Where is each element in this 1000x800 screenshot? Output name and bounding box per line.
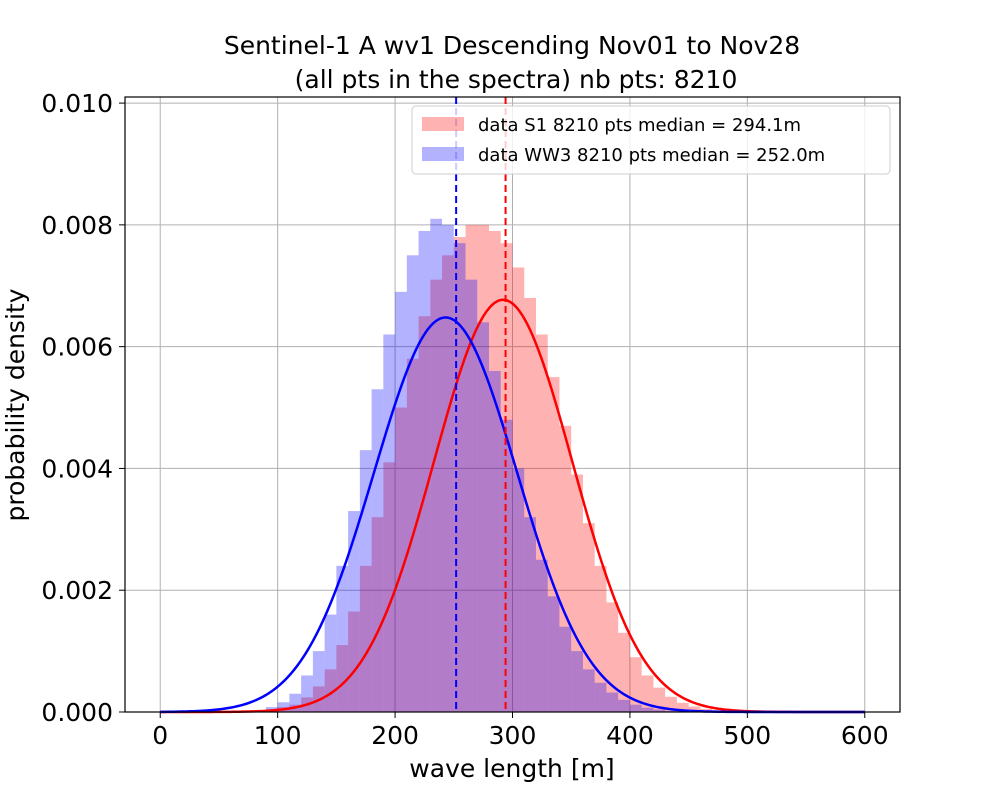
histogram-bar — [512, 267, 525, 712]
legend-label-s1: data S1 8210 pts median = 294.1m — [478, 115, 801, 136]
legend-swatch-s1 — [422, 117, 464, 131]
y-tick-label: 0.008 — [41, 211, 113, 240]
histogram-bar — [688, 706, 701, 712]
x-tick-label: 100 — [254, 721, 302, 750]
legend: data S1 8210 pts median = 294.1m data WW… — [411, 105, 891, 175]
histogram-bar — [629, 704, 642, 712]
histogram-bar — [383, 462, 396, 712]
histogram-bar — [524, 517, 536, 712]
histogram-bar — [430, 279, 443, 712]
legend-label-ww3: data WW3 8210 pts median = 252.0m — [478, 145, 825, 166]
histogram-bar — [676, 702, 689, 712]
histogram-bar — [406, 255, 419, 712]
legend-box — [411, 105, 891, 175]
histogram-bar — [348, 611, 360, 712]
axis-ticks: 0 100 200 300 400 500 600 0.000 0.002 0.004 0.006 0… — [41, 89, 888, 750]
histogram-bar — [336, 565, 349, 712]
y-tick-label: 0.004 — [41, 454, 113, 483]
x-tick-label: 400 — [606, 721, 654, 750]
histogram-bars — [254, 218, 760, 713]
histogram-bar — [312, 651, 325, 712]
histogram-bar — [606, 692, 619, 712]
histogram-bar — [453, 237, 466, 712]
histogram-bar — [594, 682, 607, 712]
histogram-bar — [594, 565, 607, 712]
histogram-bar — [442, 255, 454, 712]
histogram-bar — [571, 474, 583, 712]
chart-title-line1: Sentinel-1 A wv1 Descending Nov01 to Nov… — [224, 31, 800, 60]
x-tick-label: 200 — [371, 721, 419, 750]
histogram-bar — [430, 218, 443, 713]
histogram-bar — [301, 675, 313, 712]
histogram-bar — [653, 687, 666, 712]
histogram-bar — [512, 468, 525, 712]
histogram-bar — [395, 407, 407, 712]
histogram-bar — [371, 389, 384, 712]
histogram-bar — [465, 279, 478, 712]
histogram-bar — [535, 559, 548, 712]
histogram-bar — [582, 669, 595, 712]
histogram-bar — [665, 710, 677, 712]
histogram-bar — [535, 334, 548, 712]
x-tick-label: 0 — [152, 721, 168, 750]
histogram-bar — [359, 450, 372, 712]
histogram-bar — [324, 614, 337, 712]
histogram-bar — [547, 377, 560, 712]
histogram-bar — [653, 709, 666, 712]
histogram-bar — [559, 425, 572, 712]
y-tick-label: 0.002 — [41, 576, 113, 605]
histogram-bar — [336, 645, 349, 712]
histogram-bar — [359, 565, 372, 712]
grid — [125, 97, 900, 713]
histogram-bar — [559, 626, 572, 712]
histogram-bar — [606, 602, 619, 712]
histogram-bar — [641, 707, 654, 712]
histogram-bar — [618, 699, 630, 712]
histogram-bar — [500, 243, 513, 712]
y-tick-label: 0.010 — [41, 89, 113, 118]
histogram-bar — [324, 669, 337, 712]
x-tick-label: 500 — [723, 721, 771, 750]
histogram-bar — [489, 230, 501, 713]
histogram-bar — [629, 657, 642, 712]
histogram-bar — [641, 675, 654, 712]
histogram-bar — [442, 224, 454, 713]
histogram-bar — [418, 230, 431, 713]
histogram-bar — [582, 523, 595, 712]
median-lines — [455, 97, 507, 712]
histogram-bar — [348, 511, 360, 712]
y-axis-label: probability density — [1, 288, 30, 521]
histogram-bar — [524, 297, 536, 712]
x-tick-label: 600 — [841, 721, 889, 750]
y-tick-label: 0.000 — [41, 698, 113, 727]
histogram-bar — [289, 693, 302, 712]
histogram-bar — [395, 291, 407, 712]
histogram-bar — [618, 632, 630, 712]
histogram-bar — [500, 419, 513, 712]
x-axis-label: wave length [m] — [409, 754, 614, 783]
y-tick-label: 0.006 — [41, 333, 113, 362]
legend-swatch-ww3 — [422, 147, 464, 161]
histogram-bar — [571, 651, 583, 712]
histogram-bar — [277, 702, 290, 712]
histogram-bar — [665, 696, 677, 712]
x-tick-label: 300 — [489, 721, 537, 750]
histogram-bar — [547, 596, 560, 712]
histogram-bar — [383, 334, 396, 712]
histogram-bar — [371, 517, 384, 712]
histogram-bar — [477, 224, 490, 713]
chart-title-line2: (all pts in the spectra) nb pts: 8210 — [295, 65, 738, 94]
histogram-bar — [453, 243, 466, 712]
histogram-bar — [477, 322, 490, 712]
histogram-bar — [465, 224, 478, 713]
histogram-bar — [418, 316, 431, 712]
histogram-bar — [489, 371, 501, 712]
